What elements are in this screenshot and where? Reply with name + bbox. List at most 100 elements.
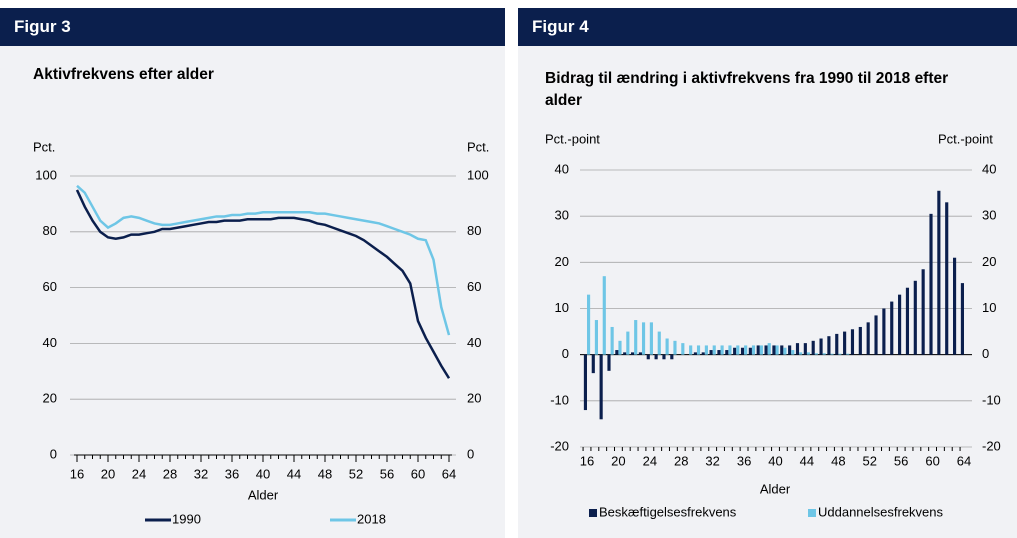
bar (791, 350, 795, 355)
line-series (76, 184, 451, 336)
bar (657, 331, 661, 355)
bar (615, 350, 619, 355)
bar (799, 352, 803, 355)
x-axis-label: Alder (248, 487, 279, 502)
bar (850, 329, 855, 355)
x-axis-label: Alder (760, 481, 791, 496)
bar (827, 336, 831, 355)
bar (803, 343, 807, 355)
bar (630, 352, 635, 355)
bar (890, 301, 894, 355)
y-tick-label: 0 (50, 446, 57, 461)
x-tick-label: 40 (256, 466, 270, 481)
bar (835, 333, 839, 355)
legend-label: 2018 (357, 511, 386, 526)
y2-tick-label: 10 (982, 300, 996, 315)
bar (819, 338, 823, 355)
bar (913, 280, 917, 355)
panel (518, 46, 1017, 538)
y-tick-label: 100 (35, 167, 57, 182)
bar (610, 326, 614, 355)
x-tick-label: 48 (831, 453, 845, 468)
bar (638, 352, 642, 355)
bar (602, 276, 606, 355)
bar (830, 353, 834, 355)
x-tick-label: 40 (768, 453, 782, 468)
bar (783, 347, 787, 355)
bar (607, 354, 611, 371)
y-tick-label: 0 (562, 346, 569, 361)
x-tick-label: 52 (863, 453, 877, 468)
bar (618, 340, 622, 355)
chart-title: Aktivfrekvens efter alder (33, 66, 214, 83)
panel (0, 46, 505, 538)
bar (843, 331, 847, 355)
bar (882, 308, 886, 355)
x-tick-label: 32 (194, 466, 208, 481)
y2-tick-label: 0 (982, 346, 989, 361)
legend-label: Uddannelsesfrekvens (818, 504, 944, 519)
bar (780, 345, 784, 355)
x-tick-label: 36 (225, 466, 239, 481)
y2-tick-label: 40 (982, 161, 996, 176)
y2-tick-label: 60 (467, 279, 481, 294)
bar (921, 269, 925, 355)
bar (717, 350, 721, 355)
y2-tick-label: -20 (982, 438, 1001, 453)
bar (599, 354, 603, 420)
bar (795, 343, 800, 355)
bar (740, 347, 745, 355)
x-tick-label: 32 (705, 453, 719, 468)
x-tick-label: 24 (643, 453, 657, 468)
x-tick-label: 28 (163, 466, 177, 481)
y2-tick-label: 0 (467, 446, 474, 461)
bar (806, 352, 811, 355)
y2-tick-label: 40 (467, 335, 481, 350)
bar (775, 345, 779, 355)
x-tick-label: 64 (957, 453, 971, 468)
x-tick-label: 44 (287, 466, 301, 481)
bar (822, 353, 826, 355)
y2-tick-label: 20 (982, 254, 996, 269)
x-tick-label: 16 (580, 453, 594, 468)
bar (953, 257, 957, 355)
x-tick-label: 60 (411, 466, 425, 481)
legend-swatch (808, 509, 816, 517)
y2-tick-label: -10 (982, 392, 1001, 407)
y2-tick-label: 30 (982, 208, 996, 223)
bar (929, 213, 933, 355)
bar (591, 354, 595, 374)
y2-axis-label: Pct.-point (938, 131, 993, 146)
bar (898, 294, 902, 355)
x-tick-label: 20 (611, 453, 625, 468)
bar (670, 354, 674, 360)
bar (649, 322, 653, 355)
chart-title: Bidrag til ændring i aktivfrekvens fra 1… (545, 70, 949, 109)
bar (587, 294, 591, 355)
y2-tick-label: 80 (467, 223, 481, 238)
y-tick-label: 60 (43, 279, 57, 294)
y-axis-label: Pct. (33, 139, 55, 154)
x-tick-label: 20 (101, 466, 115, 481)
bar (866, 322, 870, 355)
bar (654, 354, 658, 360)
legend-label: Beskæftigelsesfrekvens (599, 504, 737, 519)
y-tick-label: 40 (43, 335, 57, 350)
bar (712, 345, 716, 355)
x-tick-label: 48 (318, 466, 332, 481)
bar (874, 315, 878, 355)
bar (673, 340, 677, 355)
bar (583, 354, 587, 411)
x-tick-label: 56 (380, 466, 394, 481)
bar (838, 353, 842, 355)
bar (748, 347, 752, 355)
bar (846, 353, 850, 355)
figure-label: Figur 4 (518, 8, 1017, 46)
y-tick-label: 10 (555, 300, 569, 315)
bar (733, 347, 737, 355)
bar (701, 352, 705, 355)
bar (751, 345, 756, 355)
bar (814, 353, 818, 355)
x-tick-label: 64 (442, 466, 456, 481)
